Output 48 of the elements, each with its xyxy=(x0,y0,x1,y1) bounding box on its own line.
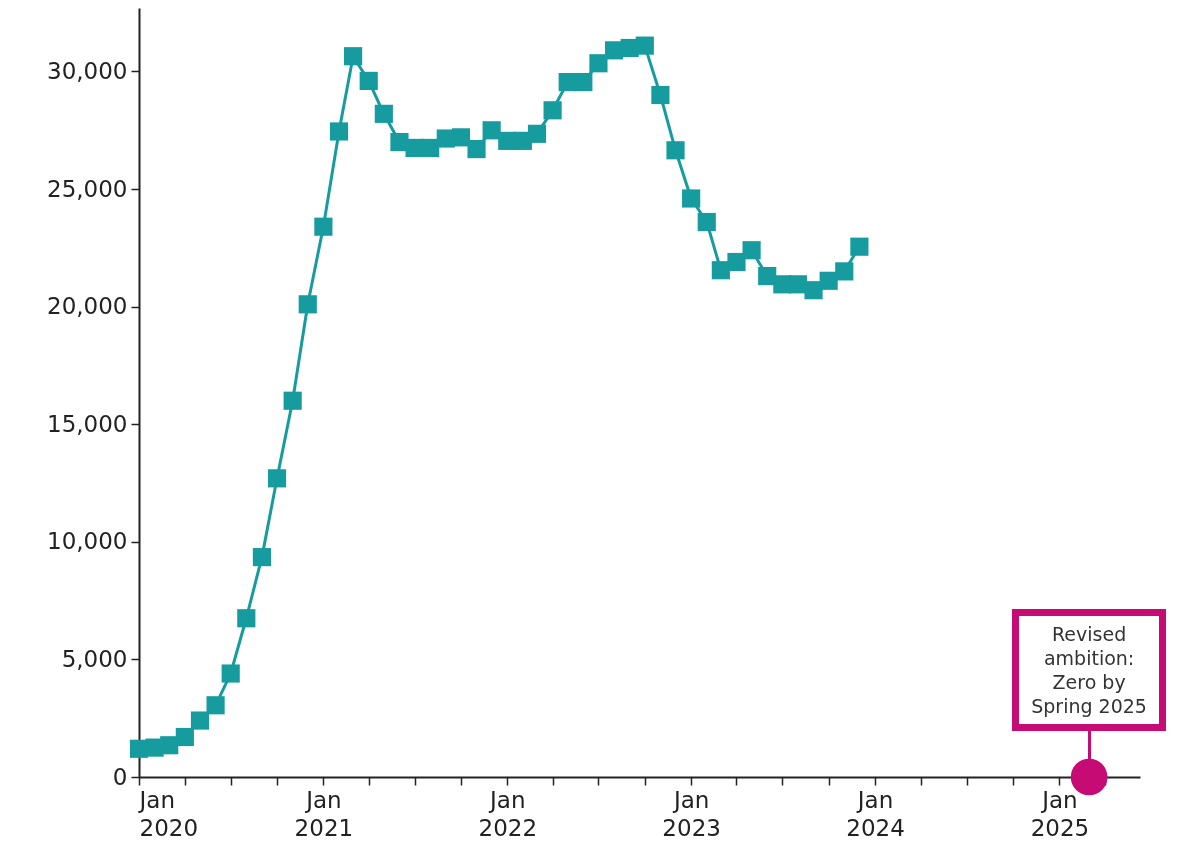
point xyxy=(175,727,194,747)
x-tick-label: Jan 2022 xyxy=(478,786,538,841)
point xyxy=(451,128,470,147)
y-tick-label: 5,000 xyxy=(61,645,128,672)
point xyxy=(804,281,823,300)
point xyxy=(374,104,393,123)
x-tick-label: Jan 2021 xyxy=(294,786,354,841)
point xyxy=(666,141,685,160)
point xyxy=(190,711,210,730)
point xyxy=(283,391,302,410)
y-tick-label: 25,000 xyxy=(47,175,128,202)
point xyxy=(850,237,869,256)
x-tick-label: Jan 2025 xyxy=(1030,786,1090,841)
point xyxy=(329,122,349,141)
point xyxy=(727,252,746,272)
point xyxy=(742,241,761,260)
point xyxy=(267,469,287,488)
x-tick-label: Jan 2020 xyxy=(137,786,199,841)
annotation: Revised ambition: Zero by Spring 2025 xyxy=(1012,609,1167,731)
point xyxy=(206,696,225,715)
point xyxy=(835,262,854,281)
y-tick-label: 30,000 xyxy=(47,58,128,84)
point xyxy=(651,85,670,105)
point xyxy=(482,121,501,140)
point xyxy=(252,548,271,567)
point xyxy=(697,212,716,232)
point xyxy=(421,138,440,158)
point xyxy=(635,36,654,55)
point xyxy=(221,664,240,683)
y-tick-label: 10,000 xyxy=(47,528,128,555)
point xyxy=(589,54,608,73)
point xyxy=(527,124,547,143)
point xyxy=(314,217,333,236)
point xyxy=(237,609,256,628)
point xyxy=(298,295,317,314)
point xyxy=(574,72,593,92)
y-tick-label: 15,000 xyxy=(47,410,128,437)
point xyxy=(344,47,363,66)
point xyxy=(467,140,486,159)
point xyxy=(160,736,179,755)
point xyxy=(682,189,701,208)
x-tick-label: Jan 2023 xyxy=(662,786,721,841)
y-tick-label: 0 xyxy=(112,763,128,790)
point xyxy=(819,271,838,290)
point xyxy=(543,101,562,120)
y-tick-label: 20,000 xyxy=(47,293,128,320)
point xyxy=(359,71,378,90)
x-tick-label: Jan 2024 xyxy=(846,786,905,841)
